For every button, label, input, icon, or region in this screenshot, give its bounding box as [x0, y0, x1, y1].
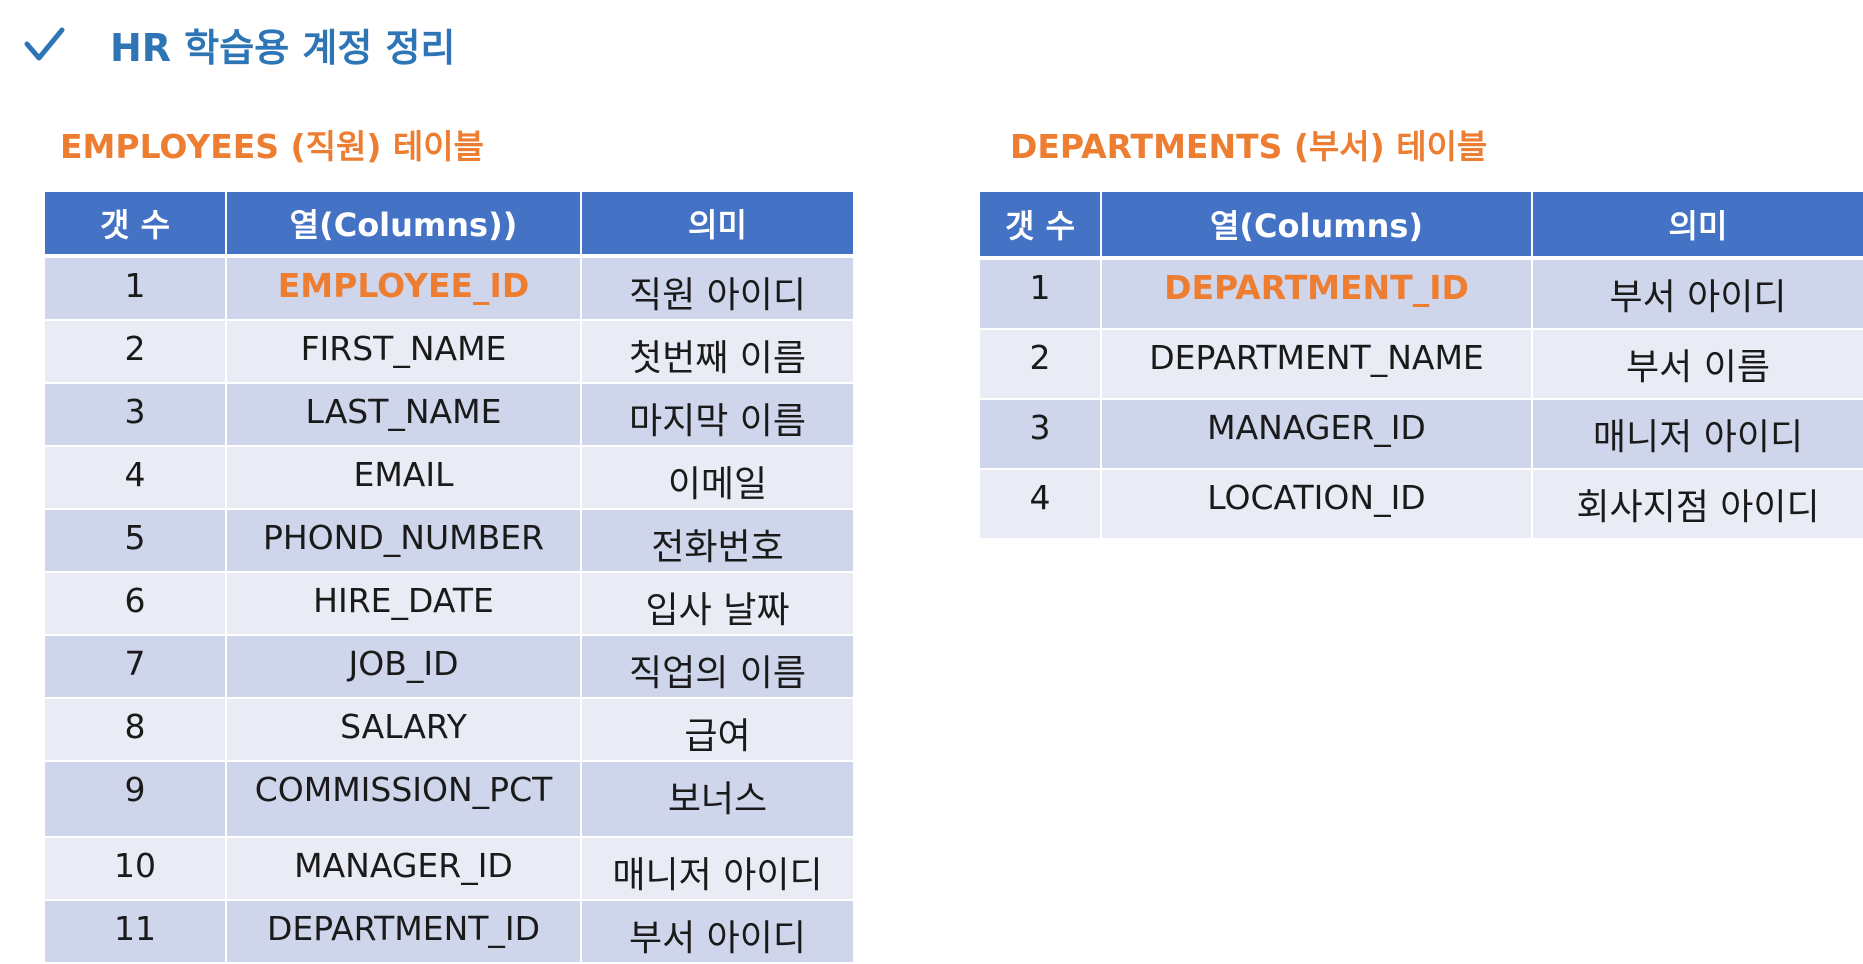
row-number: 9	[45, 762, 227, 838]
table-row: 3 MANAGER_ID 매니저 아이디	[980, 400, 1863, 470]
column-meaning: 전화번호	[582, 510, 853, 573]
table-row: 9 COMMISSION_PCT 보너스	[45, 762, 853, 838]
table-row: 4 LOCATION_ID 회사지점 아이디	[980, 470, 1863, 540]
table-row: 10 MANAGER_ID 매니저 아이디	[45, 838, 853, 901]
page-title-text: HR 학습용 계정 정리	[110, 25, 456, 70]
column-meaning: 이메일	[582, 447, 853, 510]
header-columns: 열(Columns)	[1102, 192, 1533, 260]
column-name: HIRE_DATE	[227, 573, 582, 636]
row-number: 1	[45, 258, 227, 321]
column-meaning: 매니저 아이디	[582, 838, 853, 901]
row-number: 8	[45, 699, 227, 762]
column-meaning: 직업의 이름	[582, 636, 853, 699]
column-name: MANAGER_ID	[227, 838, 582, 901]
row-number: 7	[45, 636, 227, 699]
column-name: FIRST_NAME	[227, 321, 582, 384]
table-row: 6 HIRE_DATE 입사 날짜	[45, 573, 853, 636]
column-name: LAST_NAME	[227, 384, 582, 447]
table-row: 4 EMAIL 이메일	[45, 447, 853, 510]
column-name-key: EMPLOYEE_ID	[227, 258, 582, 321]
table-row: 2 DEPARTMENT_NAME 부서 이름	[980, 330, 1863, 400]
column-name: JOB_ID	[227, 636, 582, 699]
row-number: 2	[980, 330, 1102, 400]
table-row: 3 LAST_NAME 마지막 이름	[45, 384, 853, 447]
employees-table: 갯 수 열(Columns)) 의미 1 EMPLOYEE_ID 직원 아이디 …	[45, 192, 853, 964]
table-row: 7 JOB_ID 직업의 이름	[45, 636, 853, 699]
departments-table: 갯 수 열(Columns) 의미 1 DEPARTMENT_ID 부서 아이디…	[980, 192, 1863, 540]
row-number: 1	[980, 260, 1102, 330]
column-name: LOCATION_ID	[1102, 470, 1533, 540]
row-number: 10	[45, 838, 227, 901]
row-number: 4	[45, 447, 227, 510]
column-name: COMMISSION_PCT	[227, 762, 582, 838]
column-meaning: 매니저 아이디	[1533, 400, 1863, 470]
checkmark-icon	[24, 27, 65, 61]
column-meaning: 회사지점 아이디	[1533, 470, 1863, 540]
table-row: 5 PHOND_NUMBER 전화번호	[45, 510, 853, 573]
column-meaning: 직원 아이디	[582, 258, 853, 321]
column-meaning: 보너스	[582, 762, 853, 838]
row-number: 2	[45, 321, 227, 384]
table-row: 8 SALARY 급여	[45, 699, 853, 762]
column-name: PHOND_NUMBER	[227, 510, 582, 573]
row-number: 3	[45, 384, 227, 447]
employees-header-row: 갯 수 열(Columns)) 의미	[45, 192, 853, 258]
employees-table-title: EMPLOYEES (직원) 테이블	[60, 127, 484, 166]
table-row: 1 EMPLOYEE_ID 직원 아이디	[45, 258, 853, 321]
column-meaning: 급여	[582, 699, 853, 762]
header-count: 갯 수	[45, 192, 227, 258]
table-row: 1 DEPARTMENT_ID 부서 아이디	[980, 260, 1863, 330]
table-row: 2 FIRST_NAME 첫번째 이름	[45, 321, 853, 384]
row-number: 4	[980, 470, 1102, 540]
column-meaning: 마지막 이름	[582, 384, 853, 447]
header-count: 갯 수	[980, 192, 1102, 260]
row-number: 6	[45, 573, 227, 636]
header-columns: 열(Columns))	[227, 192, 582, 258]
departments-header-row: 갯 수 열(Columns) 의미	[980, 192, 1863, 260]
column-name-key: DEPARTMENT_ID	[1102, 260, 1533, 330]
column-name: MANAGER_ID	[1102, 400, 1533, 470]
column-name: DEPARTMENT_NAME	[1102, 330, 1533, 400]
row-number: 5	[45, 510, 227, 573]
departments-table-title: DEPARTMENTS (부서) 테이블	[1010, 127, 1488, 166]
column-meaning: 부서 이름	[1533, 330, 1863, 400]
column-meaning: 부서 아이디	[1533, 260, 1863, 330]
column-name: EMAIL	[227, 447, 582, 510]
header-meaning: 의미	[1533, 192, 1863, 260]
row-number: 3	[980, 400, 1102, 470]
column-meaning: 첫번째 이름	[582, 321, 853, 384]
header-meaning: 의미	[582, 192, 853, 258]
column-name: SALARY	[227, 699, 582, 762]
column-meaning: 입사 날짜	[582, 573, 853, 636]
page-title: HR 학습용 계정 정리	[22, 18, 455, 70]
